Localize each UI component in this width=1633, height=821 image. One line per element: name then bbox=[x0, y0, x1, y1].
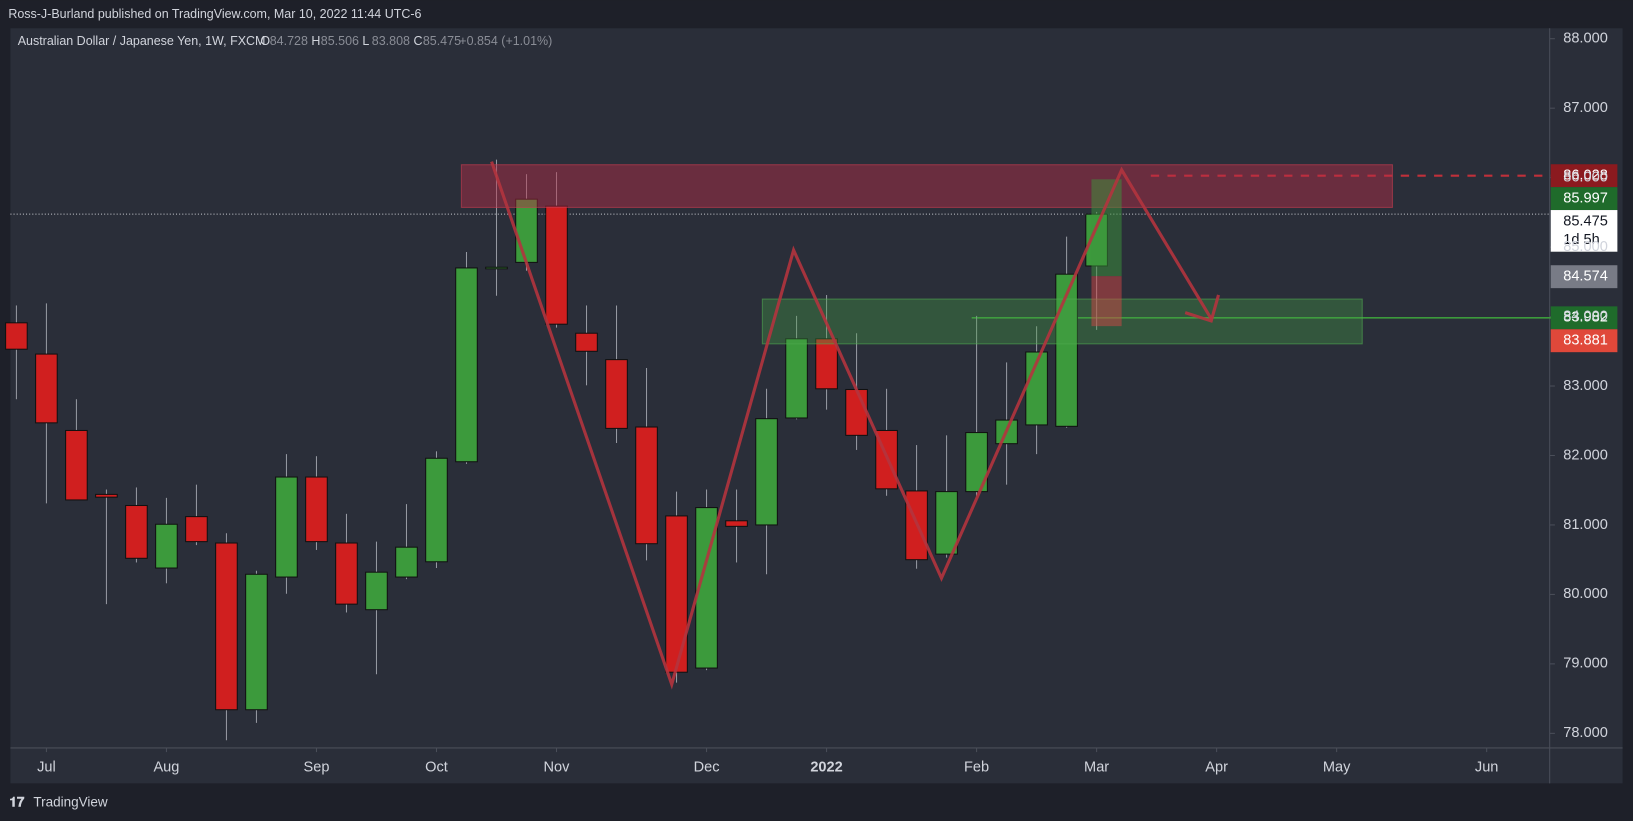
candle-body bbox=[1055, 273, 1078, 427]
zigzag-projection bbox=[490, 161, 1213, 690]
y-tick-label: 86.000 bbox=[1563, 169, 1608, 185]
x-tick-label: Nov bbox=[544, 760, 571, 776]
x-tick-label: Aug bbox=[153, 760, 179, 776]
candle-body bbox=[425, 457, 448, 563]
candle-body bbox=[455, 267, 478, 463]
candle-body bbox=[575, 332, 598, 352]
candle-body bbox=[125, 504, 148, 559]
candle-body bbox=[605, 359, 628, 429]
candle-body bbox=[335, 542, 358, 605]
y-tick-label: 88.000 bbox=[1563, 31, 1608, 47]
candle-body bbox=[755, 418, 778, 526]
ohlc-key: L bbox=[362, 34, 369, 48]
price-label-box bbox=[1550, 210, 1618, 252]
candle-body bbox=[665, 515, 688, 673]
price-countdown: 1d 5h bbox=[1563, 232, 1599, 248]
price-label-box bbox=[1550, 164, 1618, 188]
candle-body bbox=[635, 426, 658, 545]
candle-body bbox=[275, 476, 298, 578]
candle-body bbox=[695, 507, 718, 669]
ohlc-value: 84.728 bbox=[270, 34, 308, 48]
x-tick-label: May bbox=[1323, 760, 1351, 776]
candle-body bbox=[845, 388, 868, 436]
x-tick-label: Jul bbox=[37, 760, 56, 776]
price-label: 84.574 bbox=[1563, 269, 1608, 285]
y-tick-label: 79.000 bbox=[1563, 656, 1608, 672]
y-tick-label: 80.000 bbox=[1563, 586, 1608, 602]
price-labels: 86.028 85.997 85.475 1d 5h 84.574 83.982 83.88… bbox=[1550, 164, 1618, 353]
candle-body bbox=[365, 571, 388, 611]
ohlc-key: H bbox=[311, 34, 320, 48]
x-tick-label: Sep bbox=[303, 760, 329, 776]
footer-logo: 𝟏𝟕 bbox=[9, 795, 25, 810]
ohlc-value: 83.808 bbox=[372, 34, 410, 48]
resistance-zone bbox=[460, 164, 1393, 208]
x-tick-label: Dec bbox=[694, 760, 720, 776]
arrow-head bbox=[1184, 294, 1221, 323]
y-tick-label: 83.000 bbox=[1563, 378, 1608, 394]
grid bbox=[10, 38, 1613, 753]
price-label-box bbox=[1550, 306, 1618, 330]
price-label: 85.997 bbox=[1563, 190, 1608, 206]
candle-body bbox=[305, 476, 328, 543]
price-label: 85.475 bbox=[1563, 213, 1608, 229]
chart-pane bbox=[10, 28, 1623, 784]
price-label-box bbox=[1550, 187, 1618, 211]
x-tick-label: Oct bbox=[425, 760, 448, 776]
candle-body bbox=[395, 546, 418, 578]
ohlc-value: 85.506 bbox=[321, 34, 359, 48]
price-label-box bbox=[1550, 265, 1618, 289]
candle-body bbox=[815, 338, 838, 390]
position-stop bbox=[1091, 276, 1122, 327]
symbol-title: Australian Dollar / Japanese Yen, 1W, FX… bbox=[18, 34, 266, 48]
candle-body bbox=[785, 338, 808, 419]
candle-body bbox=[155, 523, 178, 569]
ohlc-value: 85.475 bbox=[423, 34, 461, 48]
candle-body bbox=[245, 573, 268, 711]
x-tick-label: 2022 bbox=[810, 760, 842, 776]
drawings bbox=[460, 161, 1393, 690]
candle-body bbox=[35, 353, 58, 424]
y-tick-label: 81.000 bbox=[1563, 517, 1608, 533]
candle-body bbox=[935, 491, 958, 555]
candle-body bbox=[515, 198, 538, 263]
x-tick-label: Mar bbox=[1084, 760, 1109, 776]
x-tick-label: Jun bbox=[1475, 760, 1499, 776]
ohlc-key: O bbox=[260, 34, 270, 48]
y-tick-label: 82.000 bbox=[1563, 447, 1608, 463]
y-tick-label: 85.000 bbox=[1563, 239, 1608, 255]
publisher: Ross-J-Burland published on TradingView.… bbox=[8, 7, 421, 21]
candle-body bbox=[965, 432, 988, 493]
candle-body bbox=[185, 516, 208, 543]
ohlc-key: C bbox=[413, 34, 422, 48]
x-tick-label: Feb bbox=[964, 760, 989, 776]
price-label: 83.982 bbox=[1563, 310, 1608, 326]
candle-body bbox=[725, 520, 748, 527]
y-tick-label: 78.000 bbox=[1563, 725, 1608, 741]
ohlc-legend: O 84.728 H 85.506 L 83.808 C 85.475+0.854 (+1.0… bbox=[260, 34, 552, 48]
candle-body bbox=[545, 205, 568, 325]
candle-body bbox=[5, 322, 28, 350]
plot bbox=[5, 38, 1613, 753]
x-tick-label: Apr bbox=[1205, 760, 1228, 776]
y-tick-label: 84.000 bbox=[1563, 308, 1608, 324]
price-label-box bbox=[1550, 329, 1618, 353]
price-label: 83.881 bbox=[1563, 333, 1608, 349]
footer-brand: TradingView bbox=[33, 795, 108, 810]
price-label: 86.028 bbox=[1563, 168, 1608, 184]
y-tick-label: 87.000 bbox=[1563, 100, 1608, 116]
candle-body bbox=[215, 542, 238, 711]
candle-body bbox=[485, 266, 508, 270]
candle-body bbox=[65, 429, 88, 501]
ohlc-change: +0.854 (+1.01%) bbox=[459, 34, 552, 48]
candle-body bbox=[95, 493, 118, 498]
